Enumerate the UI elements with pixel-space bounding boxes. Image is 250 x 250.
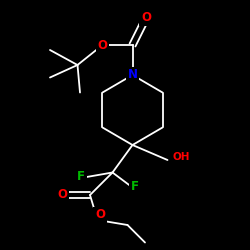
Text: F: F [77, 170, 85, 183]
Text: O: O [95, 208, 105, 222]
Text: N: N [128, 68, 138, 82]
Text: OH: OH [172, 152, 190, 162]
Text: F: F [131, 180, 139, 193]
Text: O: O [141, 11, 151, 24]
Text: O: O [98, 38, 108, 52]
Text: O: O [58, 188, 68, 202]
